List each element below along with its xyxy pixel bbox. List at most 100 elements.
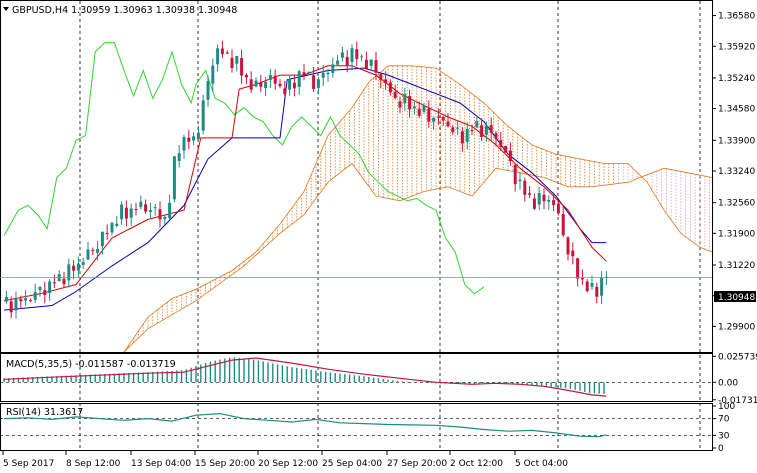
candle-bull <box>115 223 119 226</box>
candle-bull <box>547 199 551 202</box>
candle-bear <box>240 58 244 76</box>
rsi-y-tick-label: 30 <box>718 431 730 441</box>
y-tick-label: 1.36580 <box>718 12 755 22</box>
candle-bear <box>374 60 378 73</box>
macd-y-tick-label: 0.025739 <box>718 352 757 362</box>
rsi-y-tick-label: 100 <box>718 402 735 412</box>
candle-bear <box>364 59 368 70</box>
rsi-y-tick-label: 0 <box>718 444 724 454</box>
candle-bull <box>153 207 157 209</box>
candle-bear <box>52 282 56 284</box>
candle-bull <box>48 281 52 294</box>
candle-bear <box>427 108 431 122</box>
candle-bull <box>216 48 220 65</box>
candle-bear <box>220 48 224 55</box>
candle-bear <box>504 145 508 153</box>
candle-bear <box>158 209 162 220</box>
y-tick-label: 1.33240 <box>718 167 755 177</box>
candle-bull <box>537 193 541 205</box>
candle-bull <box>484 125 488 135</box>
rsi-panel-frame <box>0 403 713 451</box>
candle-bear <box>355 49 359 59</box>
candle-bear <box>528 193 532 195</box>
macd-title: MACD(5,35,5) -0.011587 -0.013719 <box>6 359 176 370</box>
candle-bull <box>76 263 80 271</box>
candle-bull <box>456 127 460 129</box>
x-tick-label: 5 Oct 04:00 <box>515 459 568 469</box>
candle-bull <box>316 79 320 88</box>
candle-bear <box>489 125 493 133</box>
candle-bull <box>360 56 364 58</box>
candle-bull <box>297 71 301 87</box>
candle-bull <box>120 204 124 220</box>
candle-bear <box>249 79 253 90</box>
rsi-line <box>3 412 607 438</box>
candle-bear <box>273 75 277 84</box>
candle-bull <box>163 217 167 219</box>
candle-bear <box>388 82 392 93</box>
candle-bull <box>139 201 143 208</box>
candle-bull <box>475 121 479 128</box>
candle-bear <box>72 265 76 271</box>
x-tick-label: 2 Oct 12:00 <box>450 459 503 469</box>
candle-bull <box>168 202 172 219</box>
candle-bull <box>100 231 104 247</box>
y-tick-label: 1.29900 <box>718 322 755 332</box>
grid-lines <box>79 1 701 450</box>
macd-panel-frame <box>0 353 713 402</box>
candle-bull <box>24 298 28 301</box>
candle-bear <box>302 72 306 75</box>
candle-bull <box>148 210 152 212</box>
candle-bull <box>4 297 8 302</box>
x-tick-label: 5 Sep 2017 <box>3 459 54 469</box>
candle-bull <box>235 56 239 64</box>
tenkan-sen-line <box>3 65 607 302</box>
candle-bear <box>532 198 536 209</box>
candle-bull <box>67 264 71 281</box>
kijun-sen-line <box>3 67 607 311</box>
macd-y-tick-label: 0.00 <box>718 378 738 388</box>
price-panel-frame <box>0 0 713 353</box>
candle-bear <box>417 108 421 116</box>
candle-bull <box>110 223 114 233</box>
candle-bear <box>105 232 109 234</box>
candle-bear <box>187 137 191 142</box>
candle-bear <box>441 116 445 121</box>
candle-bull <box>432 117 436 122</box>
candle-bull <box>81 261 85 265</box>
candle-bull <box>264 81 268 88</box>
candle-bear <box>508 150 512 162</box>
dropdown-triangle-icon[interactable] <box>3 7 9 11</box>
x-tick-label: 20 Sep 12:00 <box>258 459 318 469</box>
candle-bear <box>571 250 575 257</box>
candle-bear <box>278 83 282 87</box>
candle-bear <box>144 204 148 212</box>
candles <box>4 40 608 319</box>
candle-bear <box>312 75 316 89</box>
candle-bear <box>19 298 23 302</box>
y-tick-label: 1.33900 <box>718 136 755 146</box>
candle-bear <box>576 258 580 279</box>
macd-panel <box>0 357 712 397</box>
candle-bull <box>518 179 522 182</box>
candle-bear <box>225 52 229 54</box>
candle-bear <box>542 194 546 202</box>
ichimoku-cloud <box>128 65 710 348</box>
candle-bear <box>513 165 517 185</box>
candle-bear <box>28 300 32 302</box>
chart-header: GBPUSD,H4 1.30959 1.30963 1.30938 1.3094… <box>3 5 237 16</box>
chart-title: GBPUSD,H4 1.30959 1.30963 1.30938 1.3094… <box>12 5 237 16</box>
candle-bear <box>595 286 599 297</box>
candle-bear <box>451 127 455 133</box>
candle-bull <box>254 80 258 87</box>
candle-bear <box>561 213 565 236</box>
candle-bear <box>62 278 66 285</box>
candle-bear <box>393 91 397 98</box>
candle-bull <box>182 137 186 151</box>
candle-bull <box>331 64 335 73</box>
candle-bull <box>14 298 18 311</box>
candle-bear <box>585 281 589 292</box>
candle-bull <box>412 106 416 109</box>
